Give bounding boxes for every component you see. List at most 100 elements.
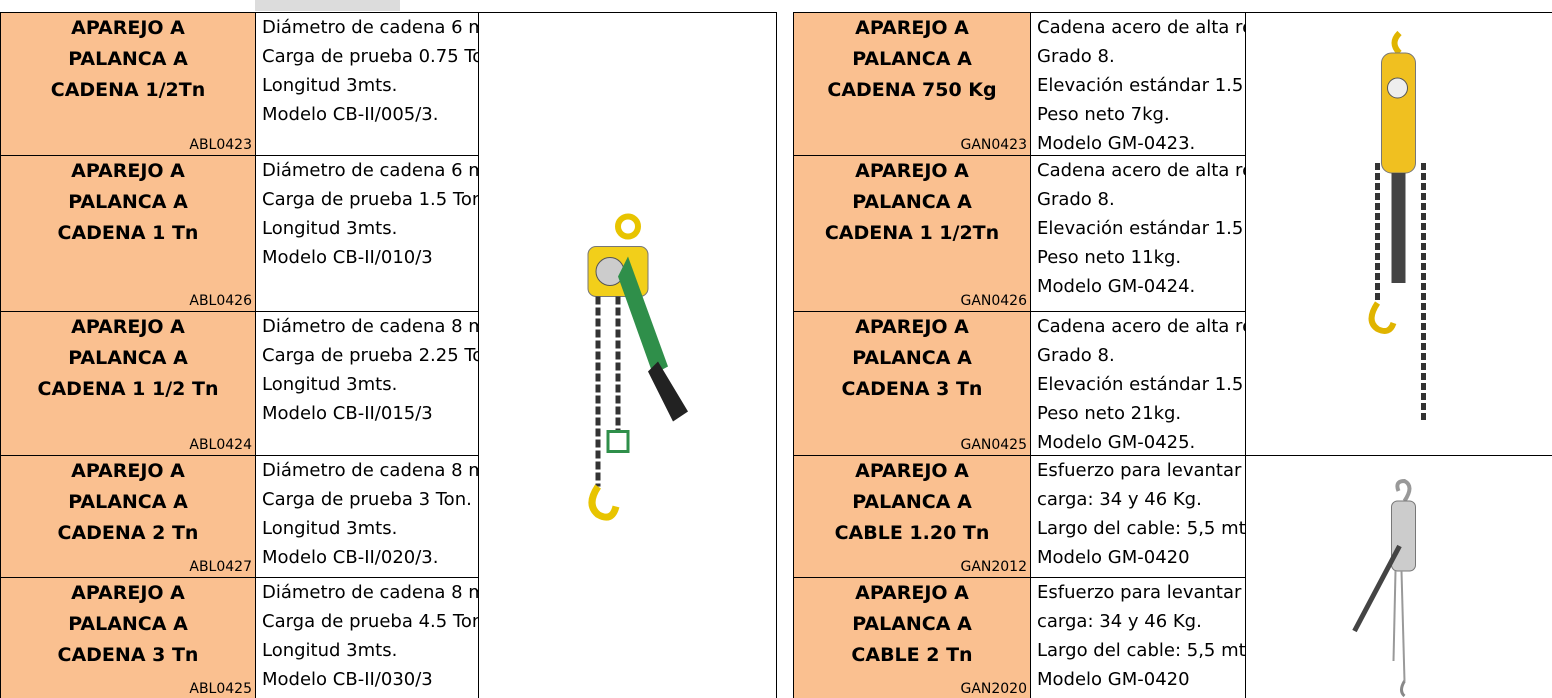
desc-line: Carga de prueba 3 Ton. — [262, 489, 472, 510]
top-strip — [255, 0, 400, 11]
desc-line: Diámetro de cadena 8 mm. — [262, 316, 478, 337]
name-line: APAREJO A — [855, 316, 969, 338]
name-line: CADENA 750 Kg — [827, 79, 997, 101]
desc-line: Diámetro de cadena 6 mm. — [262, 17, 478, 38]
name-line: APAREJO A — [71, 160, 185, 182]
desc-line: Carga de prueba 0.75 Ton. — [262, 46, 479, 67]
desc-line: Modelo CB-II/015/3 — [262, 403, 433, 424]
name-line: PALANCA A — [852, 613, 972, 635]
desc-line: Diámetro de cadena 6 mm. — [262, 160, 478, 181]
desc-line: Longitud 3mts. — [262, 75, 398, 96]
product-name: APAREJO A PALANCA A CABLE 2 Tn — [794, 578, 1030, 671]
desc-line: Diámetro de cadena 8 mm. — [262, 582, 478, 603]
name-cell: APAREJO A PALANCA A CADENA 1/2Tn ABL0423 — [0, 12, 256, 156]
desc-line: Modelo GM-0420 — [1037, 547, 1190, 568]
product-code: ABL0425 — [189, 681, 252, 697]
desc-cell: Cadena acero de alta resistencia. Grado 8… — [1030, 311, 1246, 456]
name-line: PALANCA A — [852, 48, 972, 70]
desc-line: Largo del cable: 5,5 mts. — [1037, 518, 1246, 539]
desc-line: Longitud 3mts. — [262, 218, 398, 239]
name-line: CADENA 1 1/2 Tn — [37, 378, 219, 400]
name-line: PALANCA A — [852, 191, 972, 213]
desc-line: Carga de prueba 1.5 Ton. — [262, 189, 479, 210]
desc-line: carga: 34 y 46 Kg. — [1037, 611, 1202, 632]
desc-cell: Cadena acero de alta resistencia. Grado 8… — [1030, 12, 1246, 156]
product-name: APAREJO A PALANCA A CADENA 1/2Tn — [1, 13, 255, 106]
desc-line: Modelo CB-II/030/3 — [262, 669, 433, 690]
image-cell — [1245, 12, 1552, 456]
product-code: GAN2012 — [960, 559, 1027, 575]
name-line: PALANCA A — [68, 48, 188, 70]
name-cell: APAREJO A PALANCA A CADENA 1 1/2Tn GAN0426 — [793, 155, 1031, 312]
name-line: APAREJO A — [71, 316, 185, 338]
desc-line: Grado 8. — [1037, 189, 1115, 210]
desc-line: Cadena acero de alta resistencia. — [1037, 160, 1245, 181]
desc-line: carga: 34 y 46 Kg. — [1037, 489, 1202, 510]
name-line: CADENA 3 Tn — [841, 378, 983, 400]
product-image — [1352, 478, 1416, 698]
desc-cell: Esfuerzo para levantar la máxima carga: 3… — [1030, 577, 1246, 698]
name-line: PALANCA A — [68, 613, 188, 635]
desc-line: Longitud 3mts. — [262, 374, 398, 395]
name-line: PALANCA A — [68, 191, 188, 213]
product-code: GAN0425 — [960, 437, 1027, 453]
product-code: ABL0427 — [189, 559, 252, 575]
desc-line: Modelo CB-II/005/3. — [262, 104, 439, 125]
name-line: APAREJO A — [855, 460, 969, 482]
name-line: CADENA 1 1/2Tn — [824, 222, 1000, 244]
product-name: APAREJO A PALANCA A CADENA 1 1/2Tn — [794, 156, 1030, 249]
name-line: CADENA 1 Tn — [57, 222, 199, 244]
desc-line: Elevación estándar 1.5 mts — [1037, 75, 1245, 96]
desc-line: Longitud 3mts. — [262, 640, 398, 661]
product-image — [587, 213, 688, 521]
desc-line: Esfuerzo para levantar la máxima — [1037, 460, 1245, 481]
name-line: CADENA 1/2Tn — [50, 79, 206, 101]
desc-line: Modelo GM-0423. — [1037, 133, 1196, 154]
image-cell — [1245, 455, 1552, 698]
desc-line: Peso neto 7kg. — [1037, 104, 1170, 125]
name-cell: APAREJO A PALANCA A CADENA 1 Tn ABL0426 — [0, 155, 256, 312]
product-code: GAN0423 — [960, 137, 1027, 153]
product-name: APAREJO A PALANCA A CADENA 2 Tn — [1, 456, 255, 549]
name-cell: APAREJO A PALANCA A CADENA 2 Tn ABL0427 — [0, 455, 256, 578]
desc-line: Peso neto 21kg. — [1037, 403, 1182, 424]
product-name: APAREJO A PALANCA A CADENA 1 1/2 Tn — [1, 312, 255, 405]
product-code: GAN2020 — [960, 681, 1027, 697]
name-cell: APAREJO A PALANCA A CADENA 3 Tn ABL0425 — [0, 577, 256, 698]
name-cell: APAREJO A PALANCA A CADENA 1 1/2 Tn ABL0424 — [0, 311, 256, 456]
name-line: CABLE 1.20 Tn — [834, 522, 990, 544]
name-line: CADENA 3 Tn — [57, 644, 199, 666]
product-name: APAREJO A PALANCA A CADENA 750 Kg — [794, 13, 1030, 106]
product-name: APAREJO A PALANCA A CADENA 1 Tn — [1, 156, 255, 249]
desc-line: Grado 8. — [1037, 345, 1115, 366]
name-line: APAREJO A — [855, 582, 969, 604]
product-code: ABL0424 — [189, 437, 252, 453]
desc-line: Cadena acero de alta resistencia. — [1037, 316, 1245, 337]
desc-line: Modelo CB-II/020/3. — [262, 547, 439, 568]
desc-line: Diámetro de cadena 8 mm. — [262, 460, 478, 481]
desc-cell: Esfuerzo para levantar la máxima carga: 3… — [1030, 455, 1246, 578]
desc-cell: Cadena acero de alta resistencia. Grado 8… — [1030, 155, 1246, 312]
product-code: GAN0426 — [960, 293, 1027, 309]
name-line: PALANCA A — [68, 347, 188, 369]
desc-line: Cadena acero de alta resistencia. — [1037, 17, 1245, 38]
name-cell: APAREJO A PALANCA A CADENA 3 Tn GAN0425 — [793, 311, 1031, 456]
name-line: PALANCA A — [68, 491, 188, 513]
desc-cell: Diámetro de cadena 6 mm. Carga de prueba … — [255, 155, 479, 312]
product-code: ABL0423 — [189, 137, 252, 153]
name-line: CADENA 2 Tn — [57, 522, 199, 544]
desc-line: Largo del cable: 5,5 mts. — [1037, 640, 1246, 661]
desc-line: Modelo GM-0425. — [1037, 432, 1196, 453]
desc-line: Esfuerzo para levantar la máxima — [1037, 582, 1245, 603]
product-code: ABL0426 — [189, 293, 252, 309]
name-cell: APAREJO A PALANCA A CADENA 750 Kg GAN0423 — [793, 12, 1031, 156]
desc-line: Modelo GM-0424. — [1037, 276, 1196, 297]
product-name: APAREJO A PALANCA A CADENA 3 Tn — [794, 312, 1030, 405]
product-image — [1368, 30, 1426, 423]
desc-cell: Diámetro de cadena 8 mm. Carga de prueba … — [255, 577, 479, 698]
desc-cell: Diámetro de cadena 8 mm. Carga de prueba … — [255, 455, 479, 578]
name-cell: APAREJO A PALANCA A CABLE 2 Tn GAN2020 — [793, 577, 1031, 698]
desc-line: Elevación estándar 1.5 mts. — [1037, 374, 1245, 395]
desc-line: Modelo GM-0420 — [1037, 669, 1190, 690]
name-cell: APAREJO A PALANCA A CABLE 1.20 Tn GAN2012 — [793, 455, 1031, 578]
